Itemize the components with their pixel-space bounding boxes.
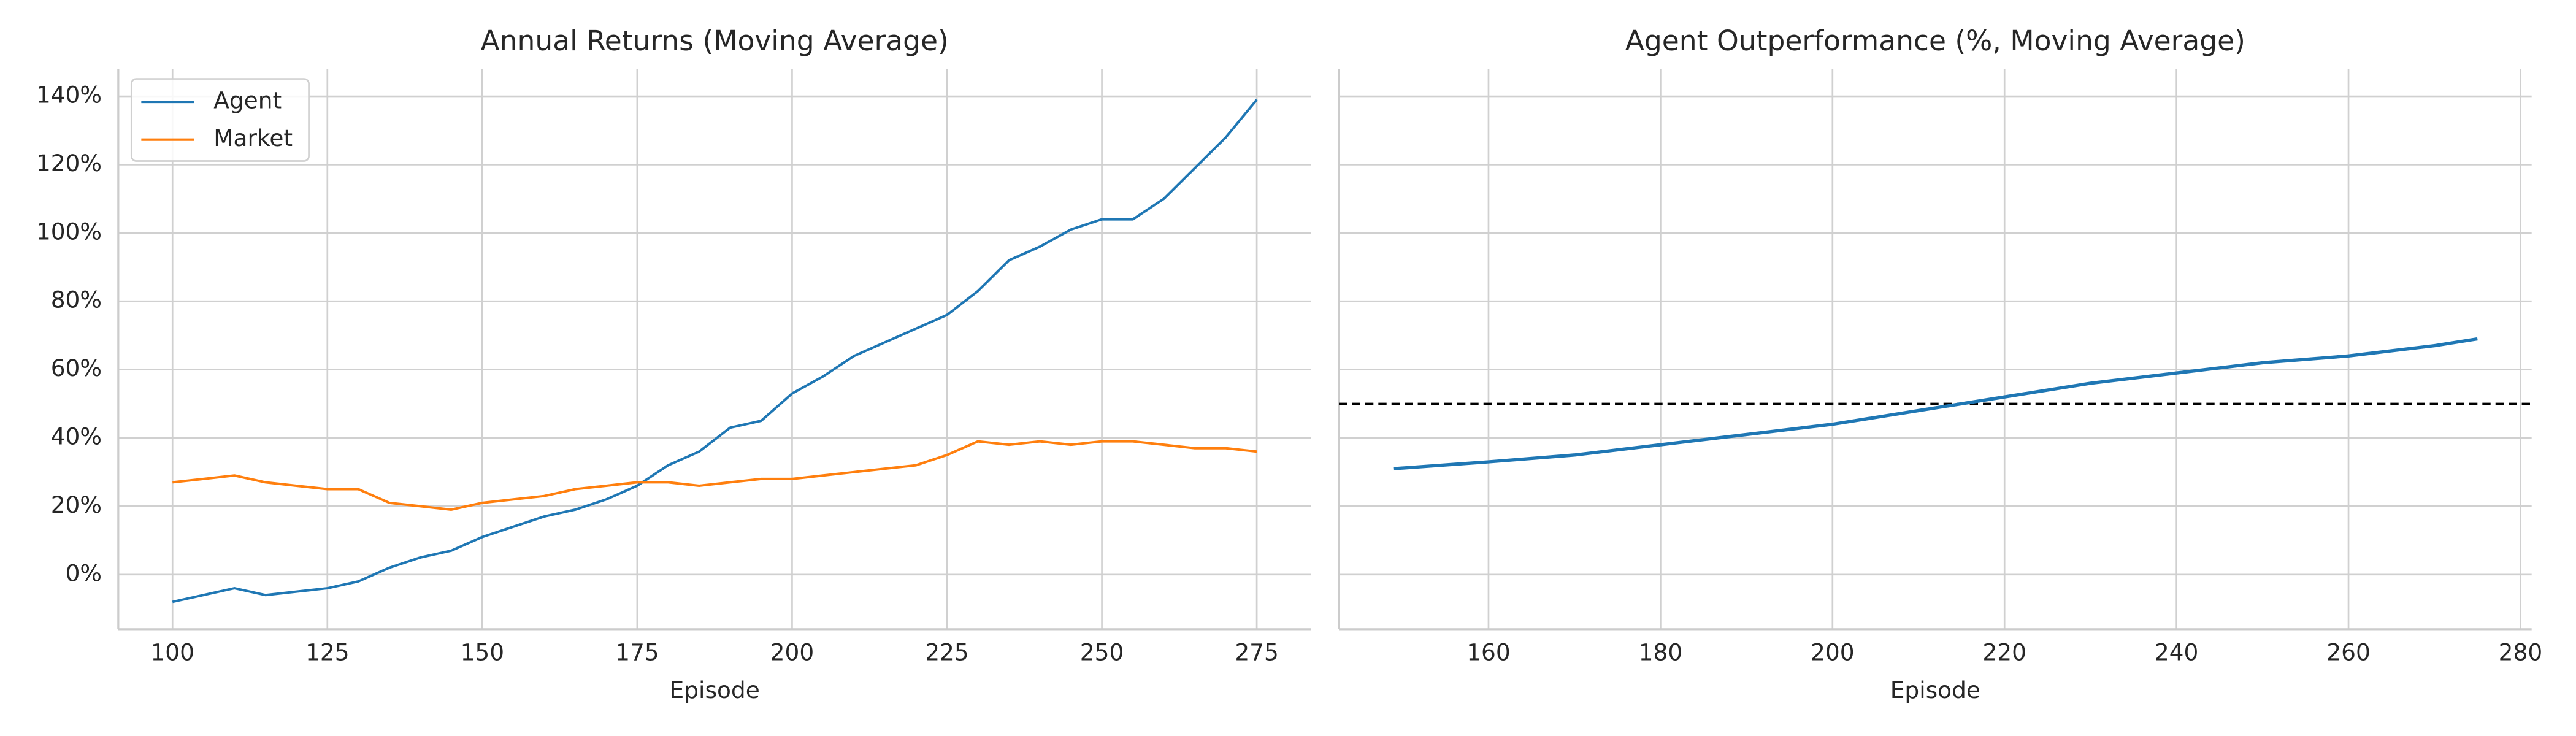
chart-title: Agent Outperformance (%, Moving Average) bbox=[1625, 25, 2245, 57]
x-tick-label: 180 bbox=[1639, 639, 1683, 666]
y-tick-label: 100% bbox=[36, 218, 102, 245]
data-line bbox=[1393, 337, 2478, 470]
x-tick-label: 220 bbox=[1982, 639, 2026, 666]
y-tick-label: 60% bbox=[51, 355, 102, 381]
x-tick-label: 150 bbox=[461, 639, 505, 666]
x-tick-label: 200 bbox=[770, 639, 815, 666]
y-tick-label: 0% bbox=[66, 559, 102, 586]
legend-label: Agent bbox=[213, 87, 282, 114]
x-tick-label: 100 bbox=[150, 639, 194, 666]
chart-title: Annual Returns (Moving Average) bbox=[481, 25, 949, 57]
y-tick-label: 140% bbox=[36, 82, 102, 109]
x-tick-label: 175 bbox=[615, 639, 659, 666]
y-tick-label: 80% bbox=[51, 286, 102, 313]
x-tick-label: 160 bbox=[1466, 639, 1511, 666]
y-tick-label: 120% bbox=[36, 150, 102, 177]
x-tick-label: 225 bbox=[925, 639, 969, 666]
x-axis-label: Episode bbox=[1890, 677, 1980, 703]
data-line bbox=[172, 440, 1257, 511]
x-axis-label: Episode bbox=[670, 677, 760, 703]
x-tick-label: 125 bbox=[305, 639, 350, 666]
x-tick-label: 200 bbox=[1811, 639, 1855, 666]
data-line bbox=[172, 99, 1258, 604]
x-tick-label: 280 bbox=[2499, 639, 2543, 666]
x-tick-label: 260 bbox=[2326, 639, 2371, 666]
x-tick-label: 240 bbox=[2155, 639, 2199, 666]
x-tick-label: 275 bbox=[1235, 639, 1279, 666]
legend-label: Market bbox=[213, 125, 293, 151]
y-tick-label: 40% bbox=[51, 423, 102, 450]
x-tick-label: 250 bbox=[1080, 639, 1124, 666]
y-tick-label: 20% bbox=[51, 491, 102, 518]
